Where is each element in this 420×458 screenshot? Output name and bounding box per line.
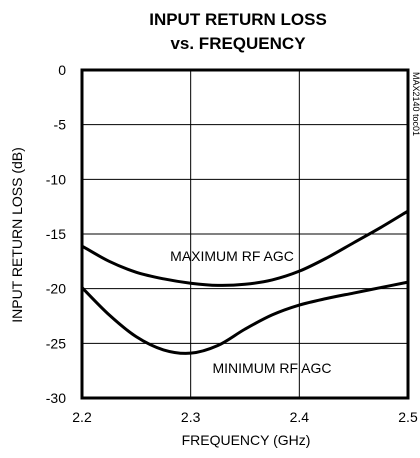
figure-code: MAX2140 toc01 bbox=[411, 72, 420, 136]
series-line-min-rf-agc bbox=[80, 280, 409, 355]
x-tick-label: 2.3 bbox=[181, 409, 201, 425]
annotation-max-rf-agc: MAXIMUM RF AGC bbox=[170, 248, 294, 264]
chart-title-line1: INPUT RETURN LOSS bbox=[149, 10, 327, 29]
plot-frame bbox=[80, 68, 410, 400]
curves bbox=[80, 209, 409, 355]
x-tick-label: 2.5 bbox=[398, 409, 418, 425]
y-tick-label: 0 bbox=[58, 62, 66, 78]
y-tick-label: -20 bbox=[46, 281, 66, 297]
x-tick-label: 2.2 bbox=[72, 409, 92, 425]
x-tick-labels: 2.2 2.3 2.4 2.5 bbox=[72, 409, 418, 425]
annotation-min-rf-agc: MINIMUM RF AGC bbox=[213, 360, 332, 376]
x-axis-label: FREQUENCY (GHz) bbox=[182, 432, 311, 448]
chart-title-line2: vs. FREQUENCY bbox=[170, 34, 306, 53]
grid bbox=[82, 70, 408, 398]
series-line-max-rf-agc bbox=[81, 209, 409, 287]
y-tick-label: -10 bbox=[46, 171, 66, 187]
x-tick-label: 2.4 bbox=[290, 409, 310, 425]
y-tick-label: -30 bbox=[46, 390, 66, 406]
y-tick-labels: 0 -5 -10 -15 -20 -25 -30 bbox=[46, 62, 66, 406]
y-axis-label: INPUT RETURN LOSS (dB) bbox=[9, 147, 25, 323]
y-tick-label: -15 bbox=[46, 226, 66, 242]
y-tick-label: -5 bbox=[54, 117, 67, 133]
y-tick-label: -25 bbox=[46, 335, 66, 351]
